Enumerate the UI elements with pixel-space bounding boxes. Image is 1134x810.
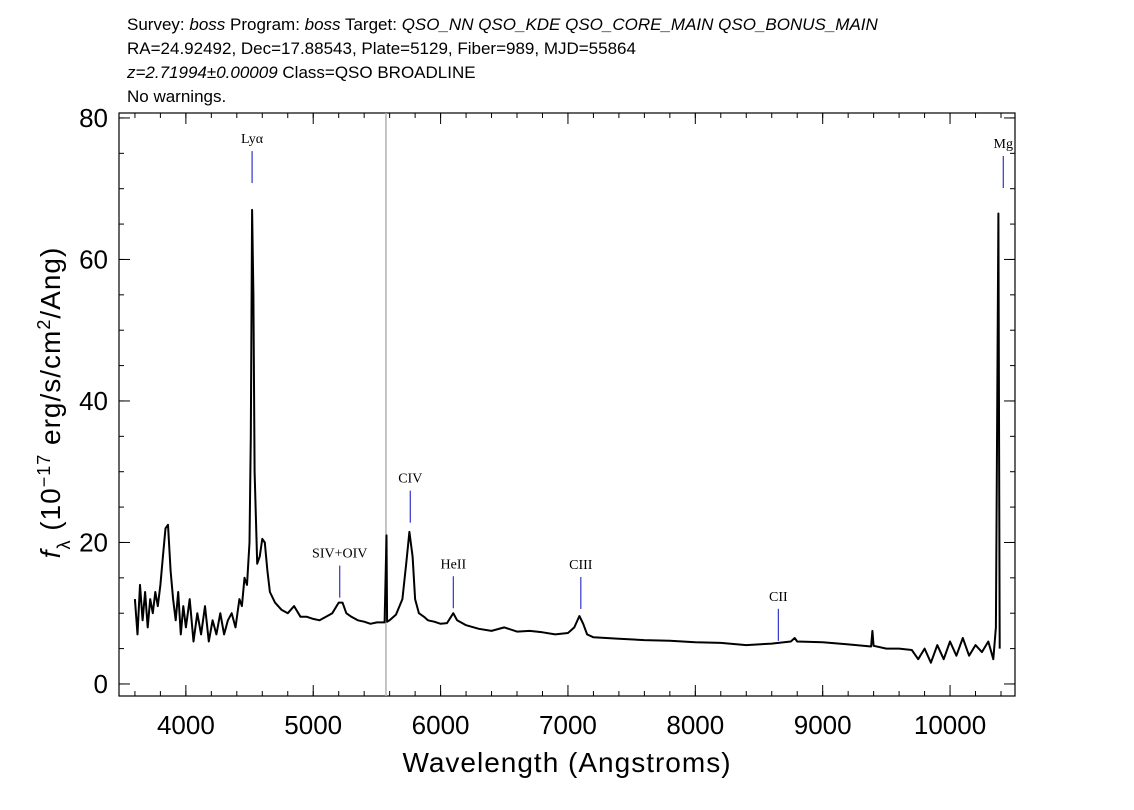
x-tick-label: 6000	[412, 710, 470, 740]
x-tick-label: 10000	[914, 710, 986, 740]
annotation-label: Lyα	[241, 132, 264, 147]
header-line: RA=24.92492, Dec=17.88543, Plate=5129, F…	[127, 39, 636, 58]
x-tick-label: 4000	[157, 710, 215, 740]
header-segment: No warnings.	[127, 87, 226, 106]
header-segment: Class=QSO BROADLINE	[278, 63, 476, 82]
header-segment: Program:	[225, 15, 304, 34]
y-tick-label: 40	[79, 386, 108, 416]
header-segment: RA=24.92492, Dec=17.88543, Plate=5129, F…	[127, 39, 636, 58]
y-tick-label: 60	[79, 244, 108, 274]
header-line: No warnings.	[127, 87, 226, 106]
y-tick-label: 0	[94, 669, 108, 699]
x-tick-label: 8000	[666, 710, 724, 740]
y-tick-label: 20	[79, 527, 108, 557]
annotation-label: CIII	[569, 558, 593, 573]
spectrum-line	[133, 208, 1001, 664]
y-axis-title-part: 2	[34, 319, 54, 330]
x-tick-label: 9000	[794, 710, 852, 740]
y-axis-title-part: erg/s/cm	[35, 330, 66, 454]
header-line: Survey: boss Program: boss Target: QSO_N…	[127, 15, 879, 34]
header-line: z=2.71994±0.00009 Class=QSO BROADLINE	[126, 63, 476, 82]
annotation-label: HeII	[441, 557, 467, 572]
x-axis-title: Wavelength (Angstroms)	[402, 747, 731, 778]
annotation-label: Mg	[994, 137, 1013, 152]
annotation-label: CII	[769, 590, 788, 605]
x-tick-label: 5000	[284, 710, 342, 740]
y-axis-title-part: λ	[54, 540, 74, 550]
header-segment: Target:	[341, 15, 402, 34]
y-axis-title: fλ (10−17 erg/s/cm2/Ang)	[34, 247, 74, 559]
header-segment: Survey:	[127, 15, 189, 34]
x-tick-label: 7000	[539, 710, 597, 740]
y-axis-title-part: f	[35, 547, 66, 558]
y-axis-title-part: −17	[34, 454, 54, 488]
y-tick-label: 80	[79, 103, 108, 133]
y-axis-title-part: /Ang)	[35, 247, 66, 319]
y-axis-title-part: (10	[35, 487, 66, 539]
plot-frame	[118, 112, 1016, 697]
header-segment: boss	[189, 15, 225, 34]
annotation-label: SIV+OIV	[312, 547, 367, 562]
header-segment: boss	[305, 15, 341, 34]
header-segment: QSO_NN QSO_KDE QSO_CORE_MAIN QSO_BONUS_M…	[402, 15, 879, 34]
header-segment: z=2.71994±0.00009	[126, 63, 278, 82]
annotation-label: CIV	[398, 472, 422, 487]
